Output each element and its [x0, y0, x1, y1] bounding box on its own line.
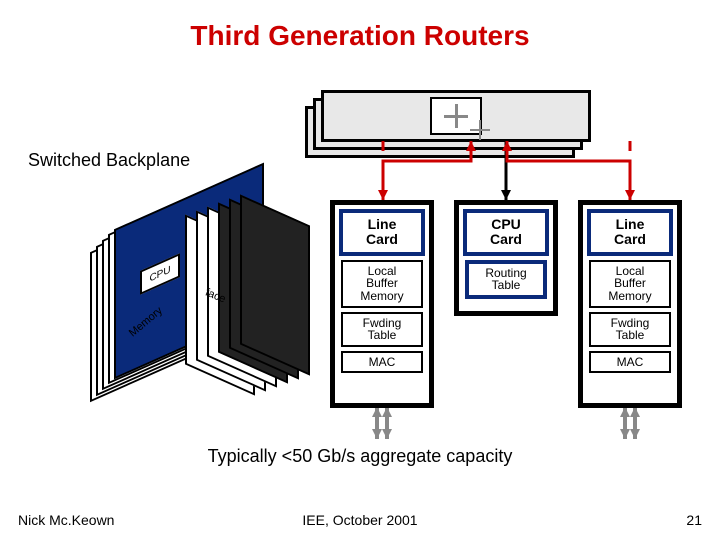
- capacity-caption: Typically <50 Gb/s aggregate capacity: [0, 446, 720, 467]
- card-box-line: Memory: [345, 290, 419, 303]
- cpu-card: CPUCard RoutingTable: [454, 200, 558, 316]
- arrow-head-icon: [620, 407, 630, 417]
- card-box: MAC: [589, 351, 671, 374]
- line-card: LineCardLocalBufferMemoryFwdingTableMAC: [578, 200, 682, 408]
- card-header-line: CPU: [469, 217, 543, 232]
- arrow-head-icon: [382, 429, 392, 439]
- card-box: LocalBufferMemory: [589, 260, 671, 308]
- arrow-head-icon: [501, 190, 511, 200]
- arrow-head-icon: [372, 407, 382, 417]
- switched-backplane-label: Switched Backplane: [28, 150, 190, 171]
- arrow-head-icon: [630, 429, 640, 439]
- arrow-head-icon: [630, 407, 640, 417]
- card-box-line: MAC: [345, 356, 419, 369]
- planes-diagram: CPUfaceMemory: [90, 220, 320, 410]
- card-header-line: Line: [593, 217, 667, 232]
- routing-table-box: RoutingTable: [465, 260, 547, 299]
- card-box-line: Table: [471, 279, 541, 292]
- card-header: LineCard: [339, 209, 425, 256]
- card-box: MAC: [341, 351, 423, 374]
- arrow-head-icon: [382, 407, 392, 417]
- switch-fabric: [305, 90, 591, 158]
- arrow-head-icon: [625, 190, 635, 200]
- card-box: FwdingTable: [341, 312, 423, 347]
- page-title: Third Generation Routers: [0, 20, 720, 52]
- arrow-head-icon: [378, 190, 388, 200]
- card-header: LineCard: [587, 209, 673, 256]
- line-card: LineCardLocalBufferMemoryFwdingTableMAC: [330, 200, 434, 408]
- line-card-plane: [240, 194, 310, 375]
- card-box-line: Memory: [593, 290, 667, 303]
- card-header-line: Card: [469, 232, 543, 247]
- card-header-line: Card: [593, 232, 667, 247]
- arrow-head-icon: [620, 429, 630, 439]
- card-box-line: MAC: [593, 356, 667, 369]
- card-header-line: Line: [345, 217, 419, 232]
- arrow-head-icon: [372, 429, 382, 439]
- card-header-line: Card: [345, 232, 419, 247]
- card-box-line: Table: [345, 329, 419, 342]
- footer-pagenum: 21: [686, 512, 702, 528]
- card-header: CPUCard: [463, 209, 549, 256]
- footer-venue: IEE, October 2001: [0, 512, 720, 528]
- card-box-line: Table: [593, 329, 667, 342]
- card-box: LocalBufferMemory: [341, 260, 423, 308]
- card-box: FwdingTable: [589, 312, 671, 347]
